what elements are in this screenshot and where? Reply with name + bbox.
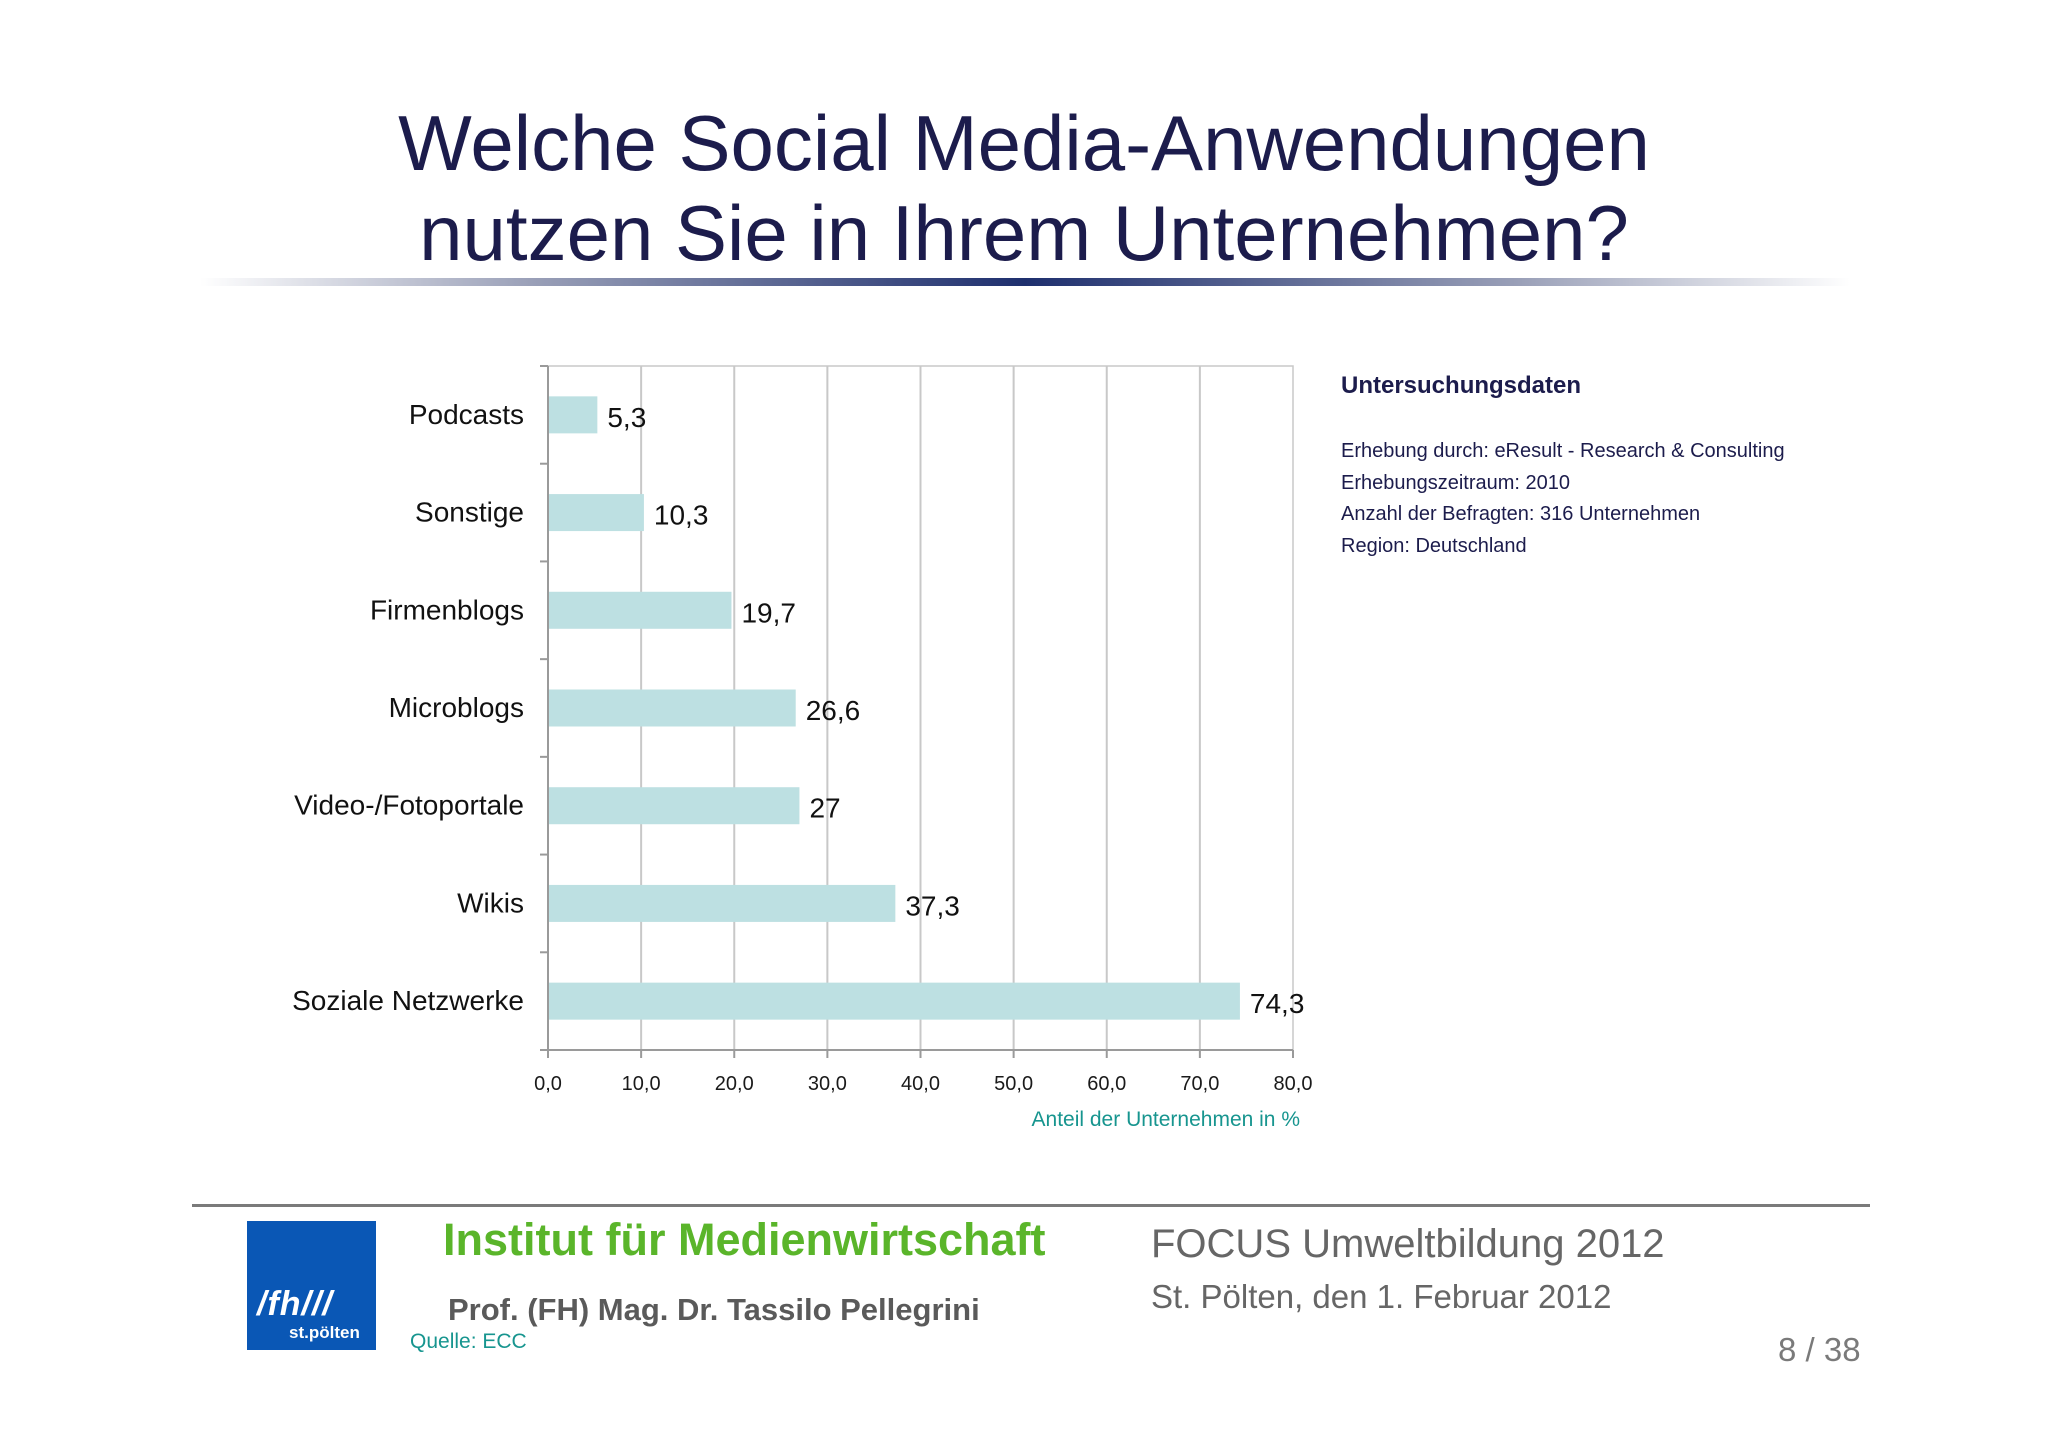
value-label: 74,3 <box>1250 988 1305 1019</box>
logo-sub-text: st.pölten <box>289 1323 360 1342</box>
bar <box>549 494 644 532</box>
value-label: 26,6 <box>806 695 861 726</box>
value-label: 19,7 <box>741 597 796 628</box>
value-label: 27 <box>809 793 840 824</box>
source-note: Quelle: ECC <box>410 1330 527 1353</box>
logo-main-text: /fh/// <box>257 1285 333 1323</box>
fh-st-poelten-logo: /fh/// st.pölten <box>247 1221 376 1350</box>
category-label: Sonstige <box>415 497 524 528</box>
value-label: 10,3 <box>654 500 709 531</box>
x-tick-label: 20,0 <box>715 1073 754 1095</box>
bar <box>549 787 800 825</box>
survey-info-box: Untersuchungsdaten Erhebung durch: eResu… <box>1341 372 1901 562</box>
x-tick-label: 10,0 <box>622 1073 661 1095</box>
category-label: Podcasts <box>409 399 524 430</box>
category-label: Video-/Fotoportale <box>294 790 524 821</box>
category-label: Microblogs <box>389 692 524 723</box>
bar <box>549 396 598 434</box>
author-name: Prof. (FH) Mag. Dr. Tassilo Pellegrini <box>448 1292 980 1327</box>
slide-title-line-1: Welche Social Media-Anwendungen <box>398 99 1650 187</box>
x-tick-label: 80,0 <box>1274 1073 1313 1095</box>
bar <box>549 982 1240 1020</box>
slide-title-line-2: nutzen Sie in Ihrem Unternehmen? <box>419 189 1629 277</box>
x-tick-label: 70,0 <box>1180 1073 1219 1095</box>
x-axis-title: Anteil der Unternehmen in % <box>1032 1108 1300 1131</box>
survey-info-line: Erhebung durch: eResult - Research & Con… <box>1341 440 1785 462</box>
category-label: Firmenblogs <box>370 594 524 625</box>
footer-divider <box>192 1204 1870 1207</box>
category-label: Soziale Netzwerke <box>292 985 524 1016</box>
event-name: FOCUS Umweltbildung 2012 <box>1151 1222 1665 1266</box>
bar <box>549 884 896 922</box>
bar <box>549 689 796 727</box>
value-label: 37,3 <box>905 890 960 921</box>
bar <box>549 591 732 629</box>
title-underline <box>200 278 1850 286</box>
event-date: St. Pölten, den 1. Februar 2012 <box>1151 1278 1612 1315</box>
survey-info-line: Anzahl der Befragten: 316 Unternehmen <box>1341 503 1701 525</box>
institute-name: Institut für Medienwirtschaft <box>443 1214 1046 1265</box>
survey-info-line: Erhebungszeitraum: 2010 <box>1341 471 1571 494</box>
x-tick-label: 60,0 <box>1087 1073 1126 1095</box>
survey-info-title: Untersuchungsdaten <box>1341 372 1582 399</box>
x-tick-label: 30,0 <box>808 1073 847 1095</box>
value-label: 5,3 <box>607 402 646 433</box>
page-number: 8 / 38 <box>1778 1331 1861 1368</box>
x-tick-label: 40,0 <box>901 1073 940 1095</box>
x-tick-label: 50,0 <box>994 1073 1033 1095</box>
slide-title: Welche Social Media-Anwendungen nutzen S… <box>0 98 2048 278</box>
survey-info-line: Region: Deutschland <box>1341 534 1527 557</box>
category-label: Wikis <box>457 887 524 918</box>
x-tick-label: 0,0 <box>534 1073 562 1095</box>
